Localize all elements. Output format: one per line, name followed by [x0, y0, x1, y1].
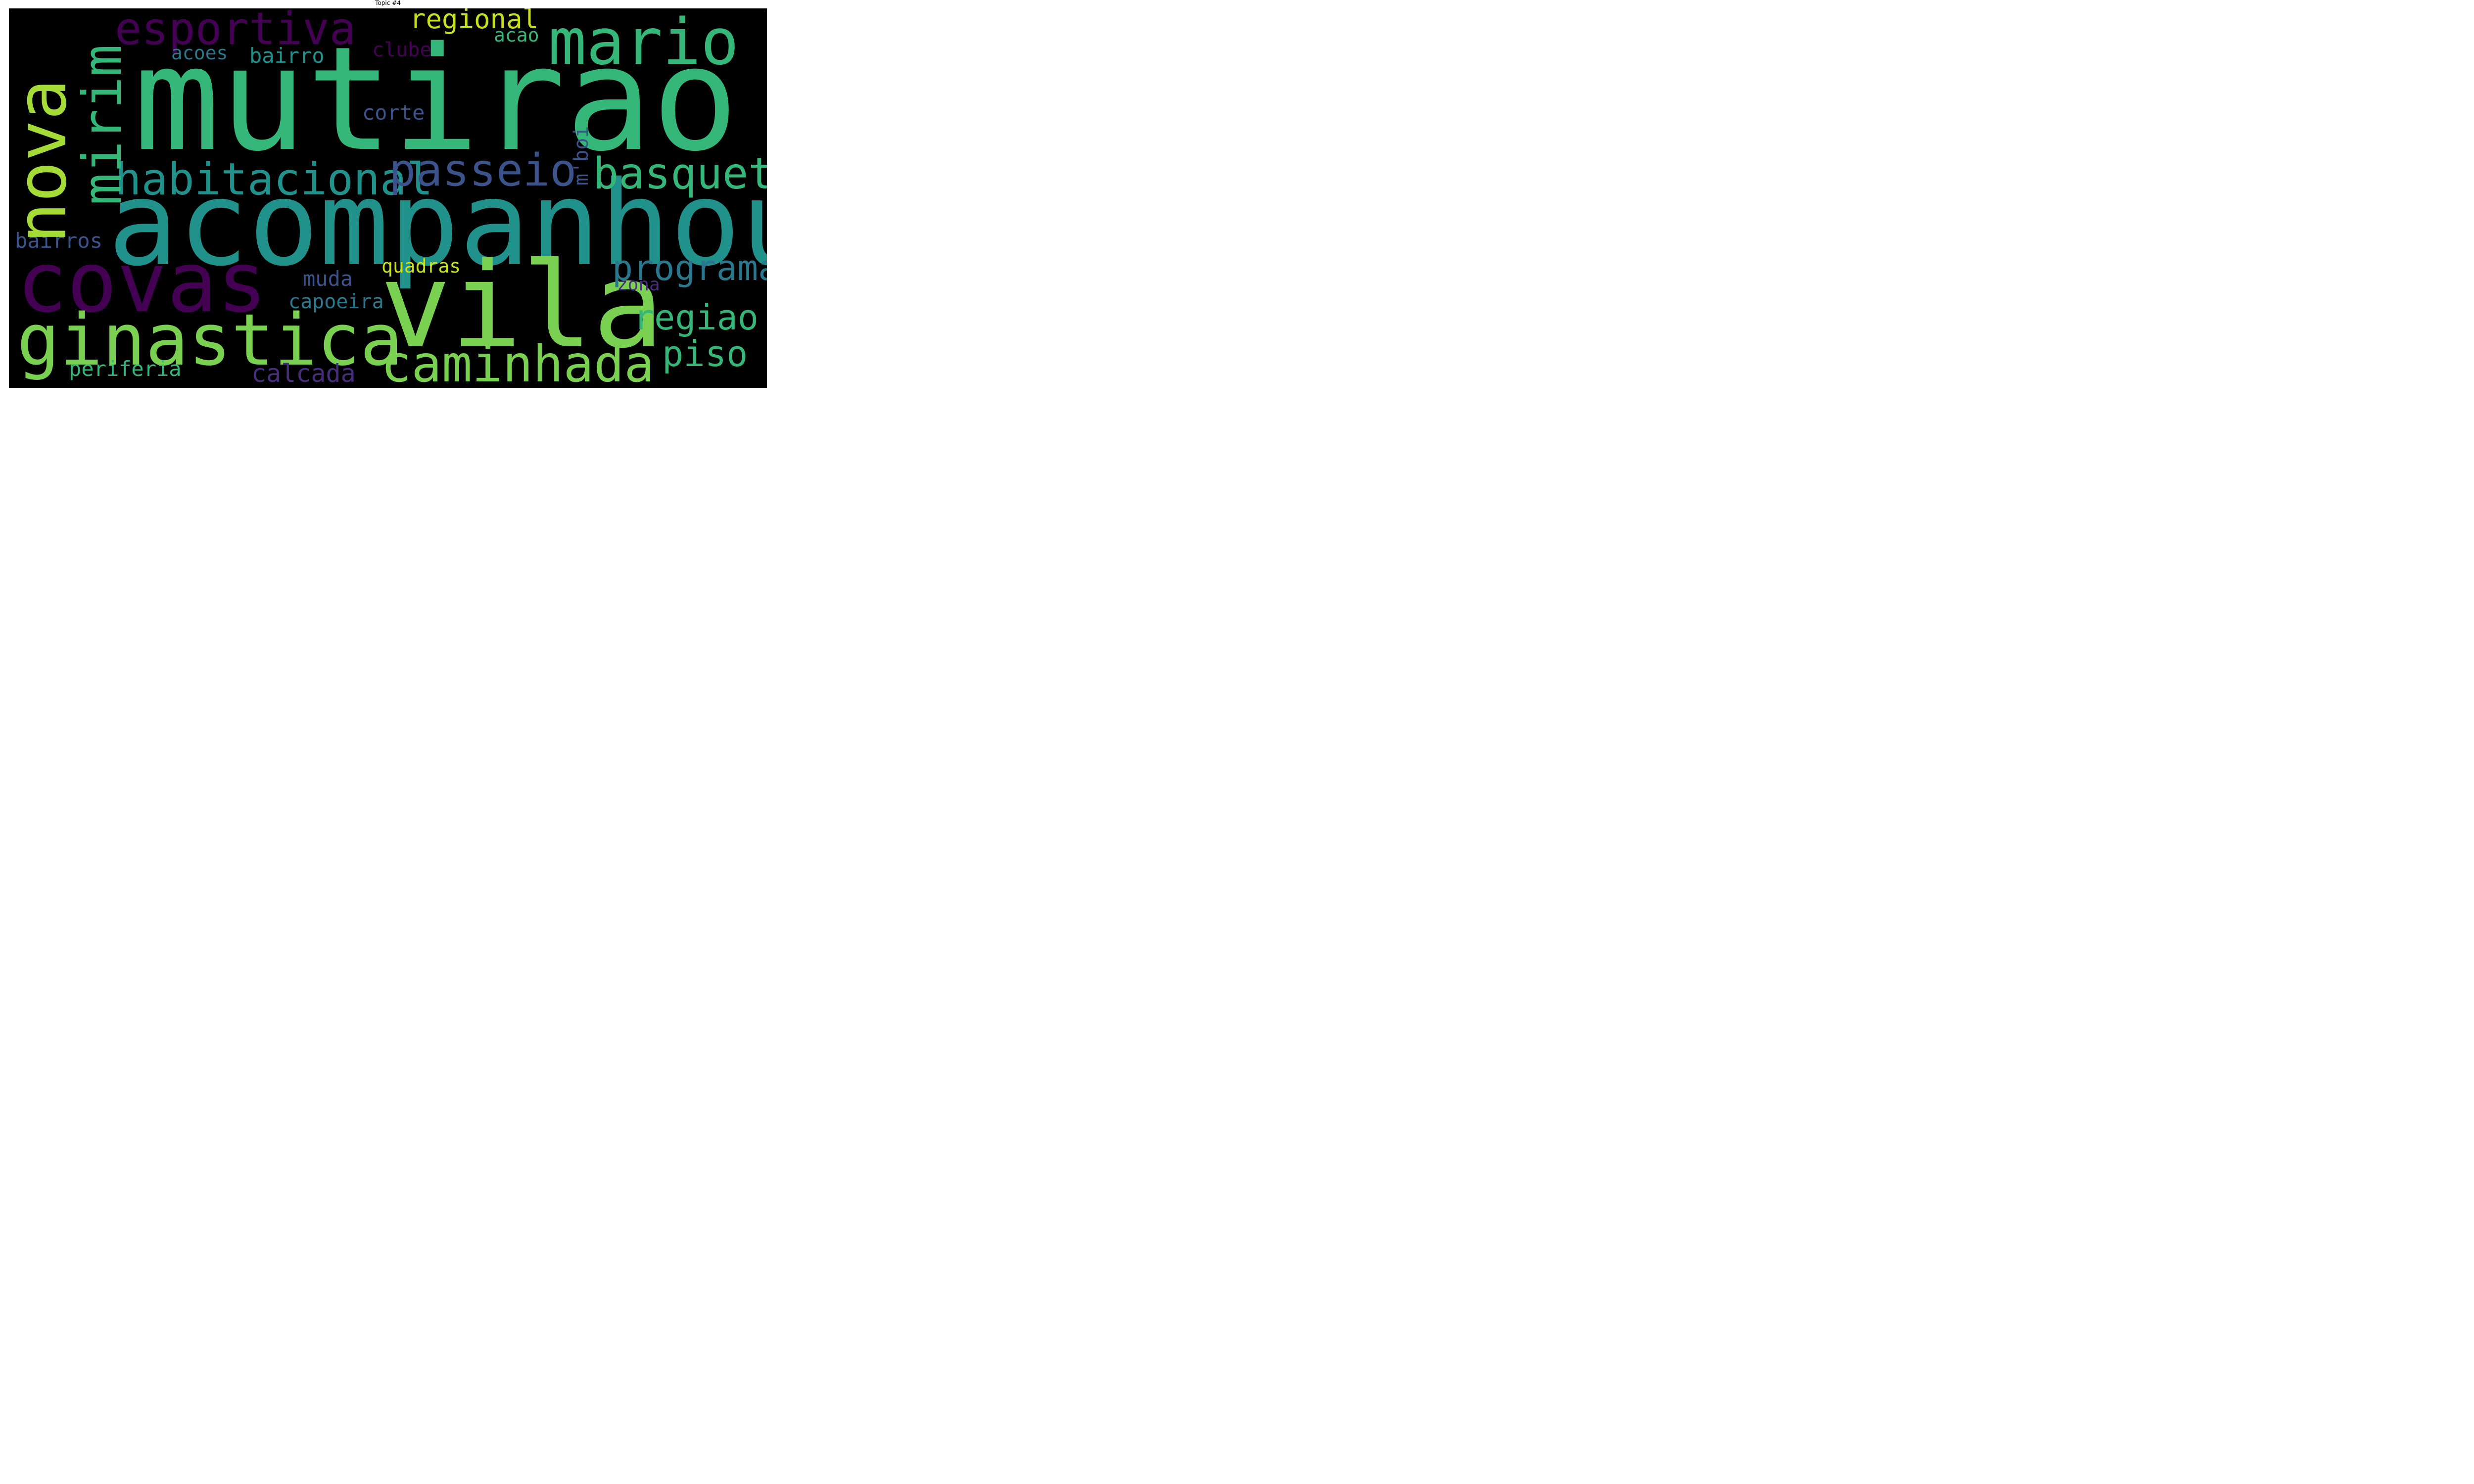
word-ginastica: ginastica [17, 298, 403, 381]
word-capoeira: capoeira [288, 290, 384, 313]
word-bairros: bairros [15, 229, 103, 253]
word-mboi: m'boi [570, 126, 593, 186]
word-corte: corte [362, 100, 425, 125]
word-cloud: mutirao acompanhou vila covas ginastica … [9, 8, 767, 388]
word-regional: regional [410, 8, 539, 35]
word-nova: nova [9, 79, 82, 243]
chart-title: Topic #4 [375, 0, 401, 6]
word-quadras: quadras [381, 255, 461, 277]
word-acoes: acoes [171, 42, 228, 64]
word-regiao: regiao [633, 297, 759, 338]
word-mirim: mirim [72, 44, 134, 205]
word-mario: mario [548, 8, 739, 79]
word-piso: piso [662, 333, 748, 374]
word-covas: covas [17, 234, 267, 331]
word-mutirao: mutirao [134, 16, 739, 183]
word-calcada: calcada [251, 359, 356, 388]
word-caminhada: caminhada [381, 335, 655, 388]
word-basquete: basquete [593, 148, 767, 199]
word-periferia: periferia [69, 357, 182, 381]
word-vila: vila [380, 237, 664, 374]
word-acompanhou: acompanhou [108, 156, 767, 292]
word-zona: zona [617, 275, 660, 295]
word-bairro: bairro [249, 44, 325, 68]
word-habitacional: habitacional [115, 153, 433, 205]
word-esportiva: esportiva [115, 8, 356, 55]
word-passeio: passeio [389, 144, 577, 196]
word-programa: programa [612, 248, 767, 288]
word-clube: clube [372, 39, 432, 61]
word-muda: muda [303, 267, 353, 291]
word-acao: acao [494, 24, 539, 46]
